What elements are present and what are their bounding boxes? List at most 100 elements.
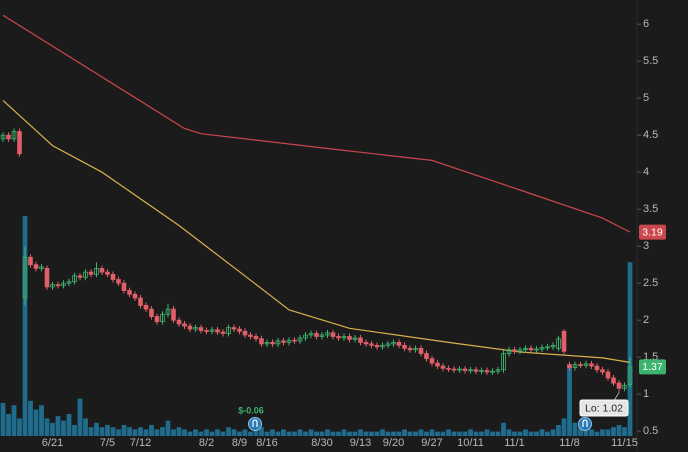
candle-body [88, 271, 94, 275]
volume-bar [242, 429, 248, 436]
candle-body [435, 362, 440, 367]
volume-bar [286, 431, 292, 436]
volume-bar [193, 429, 198, 436]
volume-bar [396, 431, 402, 436]
volume-bar [380, 429, 385, 436]
volume-bar [446, 429, 451, 436]
candle-body [457, 368, 462, 371]
volume-bar [231, 429, 237, 436]
x-tick-label: 7/5 [100, 437, 115, 449]
candle-body [561, 330, 567, 352]
volume-bar [253, 429, 259, 436]
volume-bar [187, 431, 193, 436]
volume-bar [127, 427, 132, 436]
volume-bar [605, 429, 611, 436]
candle-body [567, 364, 572, 368]
earnings-label: $-0.06 [238, 405, 264, 415]
volume-bar [539, 429, 545, 436]
candle-body [226, 327, 231, 334]
candle-body [605, 371, 611, 379]
volume-bar [363, 431, 369, 436]
candle-body [154, 316, 160, 323]
candle-body [242, 330, 248, 336]
x-tick-label: 11/15 [611, 437, 638, 449]
candle-body [275, 340, 281, 345]
candle-body [72, 275, 77, 283]
candle-body [534, 348, 539, 351]
volume-bar [314, 431, 319, 436]
volume-bar [209, 431, 215, 436]
candle-body [611, 377, 616, 384]
volume-bar [407, 431, 413, 436]
candle-body [83, 271, 88, 278]
candle-body [270, 341, 275, 345]
volume-bar [270, 429, 275, 436]
candle-body [594, 365, 600, 371]
candle-body [440, 365, 446, 369]
volume-bar [72, 425, 77, 436]
volume-bar [149, 425, 154, 436]
volume-bar [589, 429, 594, 436]
candle-body [462, 368, 468, 371]
y-tick-label: 2 [643, 314, 649, 326]
y-tick-label: 0.5 [643, 425, 658, 437]
candle-body [182, 323, 187, 327]
candle-body [198, 327, 204, 331]
volume-bar [462, 431, 468, 436]
volume-bar [545, 431, 550, 436]
volume-bar [336, 431, 341, 436]
candle-body [451, 368, 457, 371]
volume-bar [99, 427, 105, 436]
candle-body [429, 358, 435, 364]
y-tick-label: 3 [643, 240, 649, 252]
candle-body [347, 336, 352, 340]
candle-body [44, 267, 50, 288]
candle-body [391, 341, 396, 345]
volume-bar [468, 429, 473, 436]
volume-bar [418, 429, 424, 436]
volume-bar [297, 429, 303, 436]
x-tick-label: 9/13 [350, 437, 371, 449]
volume-bar [627, 262, 633, 436]
volume-bar [88, 427, 94, 436]
candle-body [385, 343, 391, 346]
candle-body [413, 347, 418, 351]
ma-price-tag: 3.19 [642, 226, 663, 238]
candle-body [61, 282, 66, 286]
volume-bar [578, 427, 583, 436]
volume-bar [402, 429, 407, 436]
candle-body [116, 279, 121, 284]
candle-body [517, 349, 523, 352]
candle-body [176, 319, 182, 325]
candle-body [319, 334, 325, 337]
y-tick-label: 3.5 [643, 203, 658, 215]
candle-body [6, 134, 11, 140]
volume-bar [413, 431, 418, 436]
volume-bar [44, 418, 50, 436]
volume-bar [121, 425, 127, 436]
volume-bar [325, 429, 330, 436]
candle-body [314, 333, 319, 337]
candle-body [550, 344, 556, 348]
low-label: Lo: 1.02 [585, 402, 623, 414]
volume-bar [484, 429, 490, 436]
candle-body [22, 256, 28, 299]
candle-body [616, 382, 622, 389]
volume-bar [116, 429, 121, 436]
candle-body [330, 332, 336, 337]
x-tick-label: 7/12 [130, 437, 151, 449]
candle-body [473, 369, 479, 372]
volume-bar [358, 429, 363, 436]
candle-body [501, 353, 506, 371]
candle-body [468, 369, 473, 372]
x-tick-label: 8/30 [311, 437, 332, 449]
candle-body [539, 347, 545, 350]
volume-bar [550, 429, 556, 436]
volume-bar [429, 429, 435, 436]
candle-body [479, 370, 484, 372]
moving-average [2, 14, 631, 233]
x-tick-label: 10/11 [457, 437, 484, 449]
candle-body [110, 273, 116, 280]
x-tick-label: 8/16 [256, 437, 277, 449]
